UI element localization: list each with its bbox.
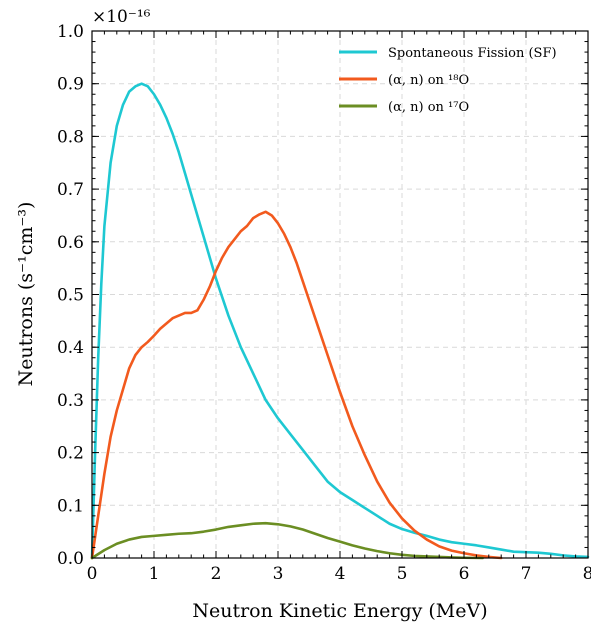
x-tick-label: 0	[87, 564, 98, 584]
legend-label-sf: Spontaneous Fission (SF)	[388, 46, 557, 61]
x-tick-label: 2	[211, 564, 222, 584]
y-tick-label: 0.8	[57, 127, 84, 147]
x-tick-label: 1	[149, 564, 160, 584]
grid	[92, 31, 588, 558]
tick-labels: 0 1 2 3 4 5 6 7 8 0.0 0.1 0.2 0.3 0.4 0.5 0.6 0.7 0.8 0.9 1…	[57, 22, 591, 584]
legend-label-an-17o: (α, n) on ¹⁷O	[388, 100, 469, 115]
y-axis-label: Neutrons (s⁻¹cm⁻³)	[15, 202, 37, 387]
y-tick-label: 0.6	[57, 233, 84, 253]
series-line-an-18o	[90, 210, 503, 560]
y-tick-label: 0.9	[57, 75, 84, 95]
y-tick-label: 0.5	[57, 286, 84, 306]
series-line-sf	[90, 82, 590, 560]
y-tick-label: 0.1	[57, 496, 84, 516]
y-tick-label: 0.7	[57, 180, 84, 200]
y-tick-label: 0.4	[57, 338, 84, 358]
y-tick-label: 0.3	[57, 391, 84, 411]
x-tick-label: 6	[459, 564, 470, 584]
x-tick-label: 4	[335, 564, 346, 584]
x-tick-label: 3	[273, 564, 284, 584]
legend-label-an-18o: (α, n) on ¹⁸O	[388, 73, 469, 88]
x-axis-label: Neutron Kinetic Energy (MeV)	[192, 600, 487, 622]
y-tick-label: 0.0	[57, 549, 84, 569]
legend: Spontaneous Fission (SF) (α, n) on ¹⁸O (…	[339, 46, 557, 115]
x-tick-label: 8	[583, 564, 591, 584]
series-line-an-17o	[90, 521, 484, 560]
y-tick-label: 0.2	[57, 444, 84, 464]
y-multiplier-label: ×10⁻¹⁶	[92, 7, 151, 27]
ticks	[91, 30, 589, 559]
x-tick-label: 7	[521, 564, 532, 584]
series-layer	[90, 82, 590, 560]
y-tick-label: 1.0	[57, 22, 84, 42]
x-tick-label: 5	[397, 564, 408, 584]
